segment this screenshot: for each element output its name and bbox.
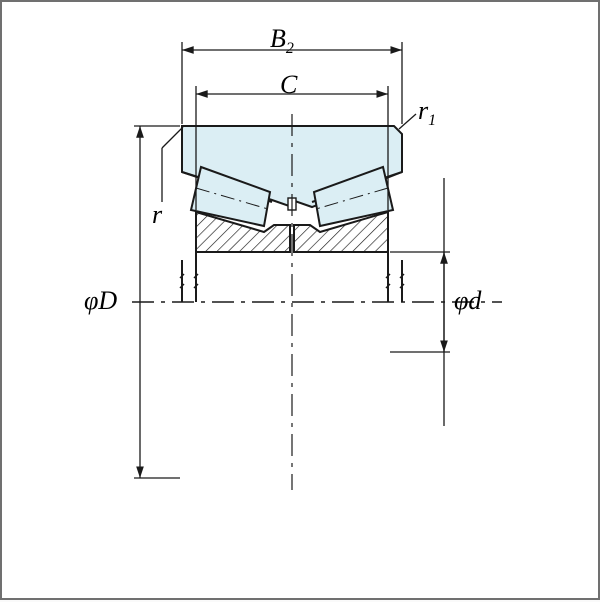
label-phid: φd [454, 286, 481, 316]
bearing-diagram: { "diagram": { "type": "engineering-draw… [0, 0, 600, 600]
dim-r [162, 127, 183, 202]
label-C: C [280, 70, 297, 100]
label-phiD: φD [84, 286, 117, 316]
label-B2: B2 [270, 24, 294, 58]
label-r: r [152, 200, 162, 230]
label-r1: r1 [418, 96, 436, 130]
